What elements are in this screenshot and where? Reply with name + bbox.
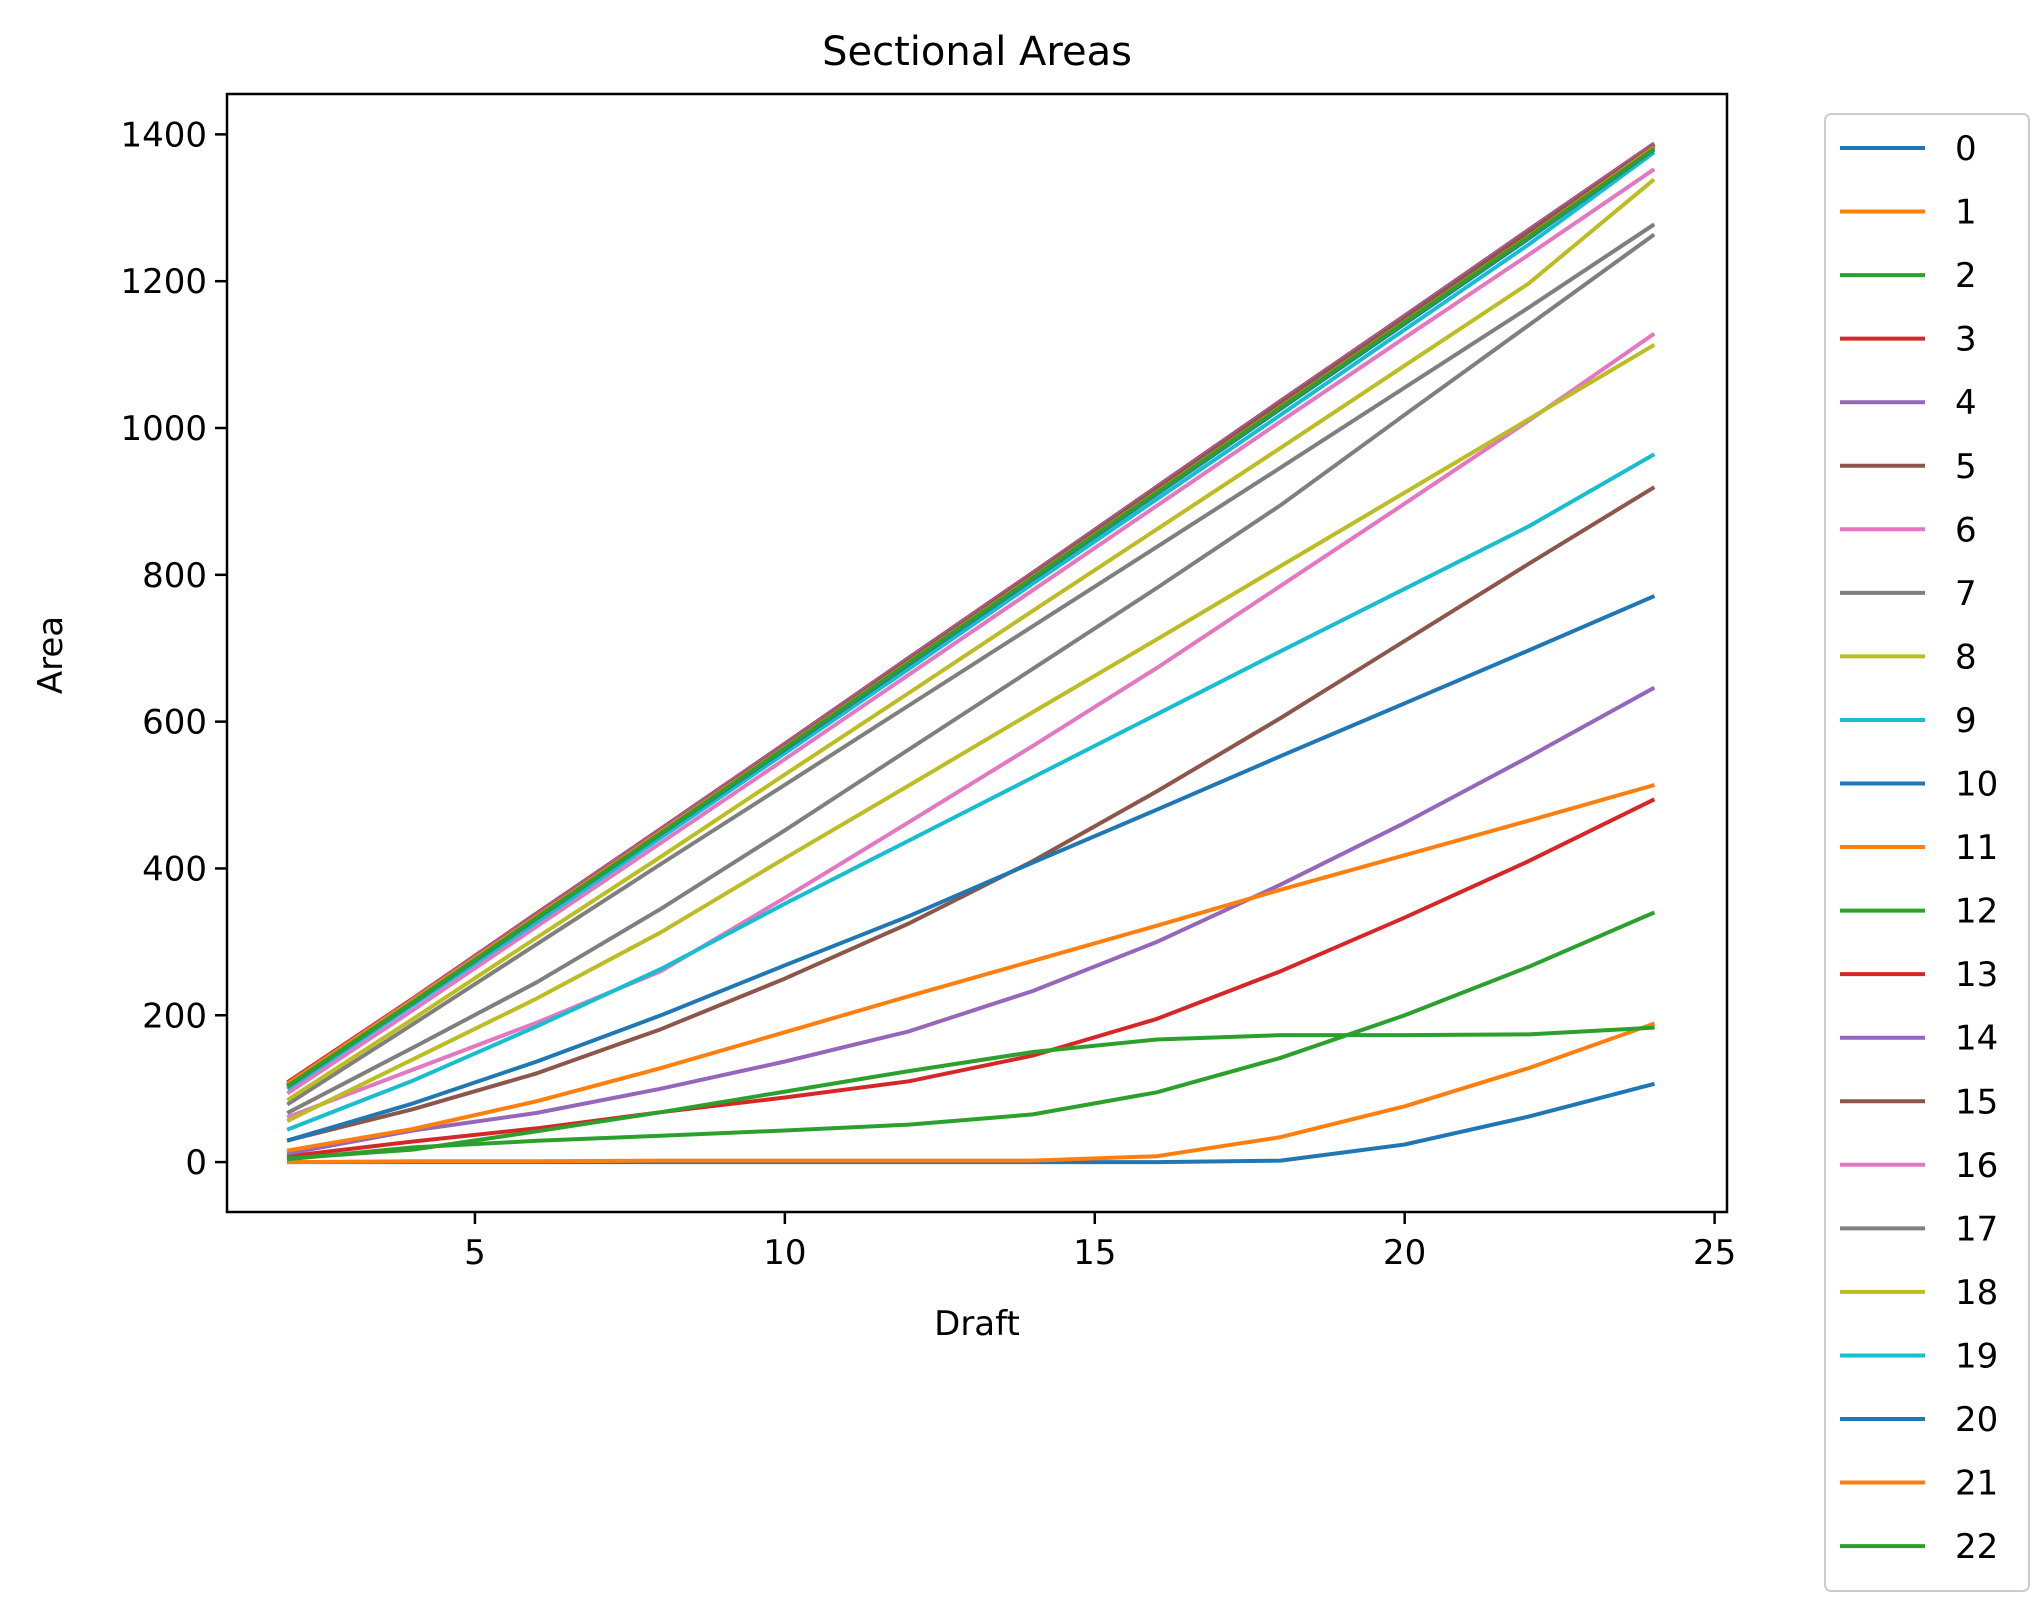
y-axis: 0 200 400 600 800 1000 1200 1400 xyxy=(120,115,227,1183)
legend-label-18: 18 xyxy=(1955,1273,1998,1313)
legend-label-17: 17 xyxy=(1955,1209,1998,1249)
y-tick-label: 1000 xyxy=(120,409,207,449)
x-tick-label: 25 xyxy=(1693,1233,1736,1273)
x-tick-label: 20 xyxy=(1383,1233,1426,1273)
x-tick-label: 15 xyxy=(1073,1233,1116,1273)
series-line-4 xyxy=(286,685,1656,1156)
legend-label-4: 4 xyxy=(1955,383,1977,423)
series-line-7 xyxy=(286,232,1656,1115)
legend-label-2: 2 xyxy=(1955,256,1977,296)
series-line-22 xyxy=(286,147,1656,1088)
legend-label-0: 0 xyxy=(1955,129,1977,169)
series-line-8 xyxy=(286,343,1656,1123)
legend-label-3: 3 xyxy=(1955,320,1977,360)
series-line-16 xyxy=(286,167,1656,1096)
axes-frame xyxy=(225,92,1729,1214)
x-axis: 5 10 15 20 25 xyxy=(464,1212,1736,1273)
x-tick-label: 5 xyxy=(464,1233,486,1273)
chart-title: Sectional Areas xyxy=(822,29,1132,75)
series-line-11 xyxy=(286,783,1656,1153)
legend-label-20: 20 xyxy=(1955,1400,1998,1440)
legend-label-21: 21 xyxy=(1955,1464,1998,1504)
legend-label-15: 15 xyxy=(1955,1082,1998,1122)
series-line-12 xyxy=(286,1025,1655,1161)
legend-label-1: 1 xyxy=(1955,193,1977,233)
legend-label-5: 5 xyxy=(1955,447,1977,487)
x-tick-label: 10 xyxy=(763,1233,806,1273)
series-line-5 xyxy=(286,485,1656,1143)
x-axis-label: Draft xyxy=(934,1304,1020,1344)
legend-label-9: 9 xyxy=(1955,701,1977,741)
legend-label-7: 7 xyxy=(1955,574,1977,614)
y-tick-label: 600 xyxy=(142,703,207,743)
legend-label-22: 22 xyxy=(1955,1527,1998,1567)
series-line-1 xyxy=(286,1021,1656,1165)
y-tick-label: 800 xyxy=(142,556,207,596)
y-tick-label: 0 xyxy=(185,1143,207,1183)
series-line-2 xyxy=(286,910,1656,1162)
y-axis-label: Area xyxy=(31,616,71,694)
series-line-18 xyxy=(286,177,1656,1102)
legend-label-11: 11 xyxy=(1955,828,1998,868)
series-line-10 xyxy=(286,594,1656,1143)
y-tick-label: 1200 xyxy=(120,262,207,302)
legend-label-19: 19 xyxy=(1955,1336,1998,1376)
series-line-9 xyxy=(286,452,1656,1132)
series-line-19 xyxy=(286,150,1656,1091)
legend-label-8: 8 xyxy=(1955,637,1977,677)
series-line-6 xyxy=(286,332,1656,1120)
legend-frame xyxy=(1824,113,2030,1592)
legend-label-10: 10 xyxy=(1955,765,1998,805)
y-tick-label: 400 xyxy=(142,849,207,889)
series-line-3 xyxy=(286,797,1656,1159)
legend-label-13: 13 xyxy=(1955,955,1998,995)
series-line-17 xyxy=(286,222,1656,1107)
plot-area xyxy=(286,141,1656,1165)
y-tick-label: 200 xyxy=(142,996,207,1036)
y-tick-label: 1400 xyxy=(120,115,207,155)
legend-label-12: 12 xyxy=(1955,892,1998,932)
legend-label-14: 14 xyxy=(1955,1019,1998,1059)
legend-label-6: 6 xyxy=(1955,510,1977,550)
legend-label-16: 16 xyxy=(1955,1146,1998,1186)
